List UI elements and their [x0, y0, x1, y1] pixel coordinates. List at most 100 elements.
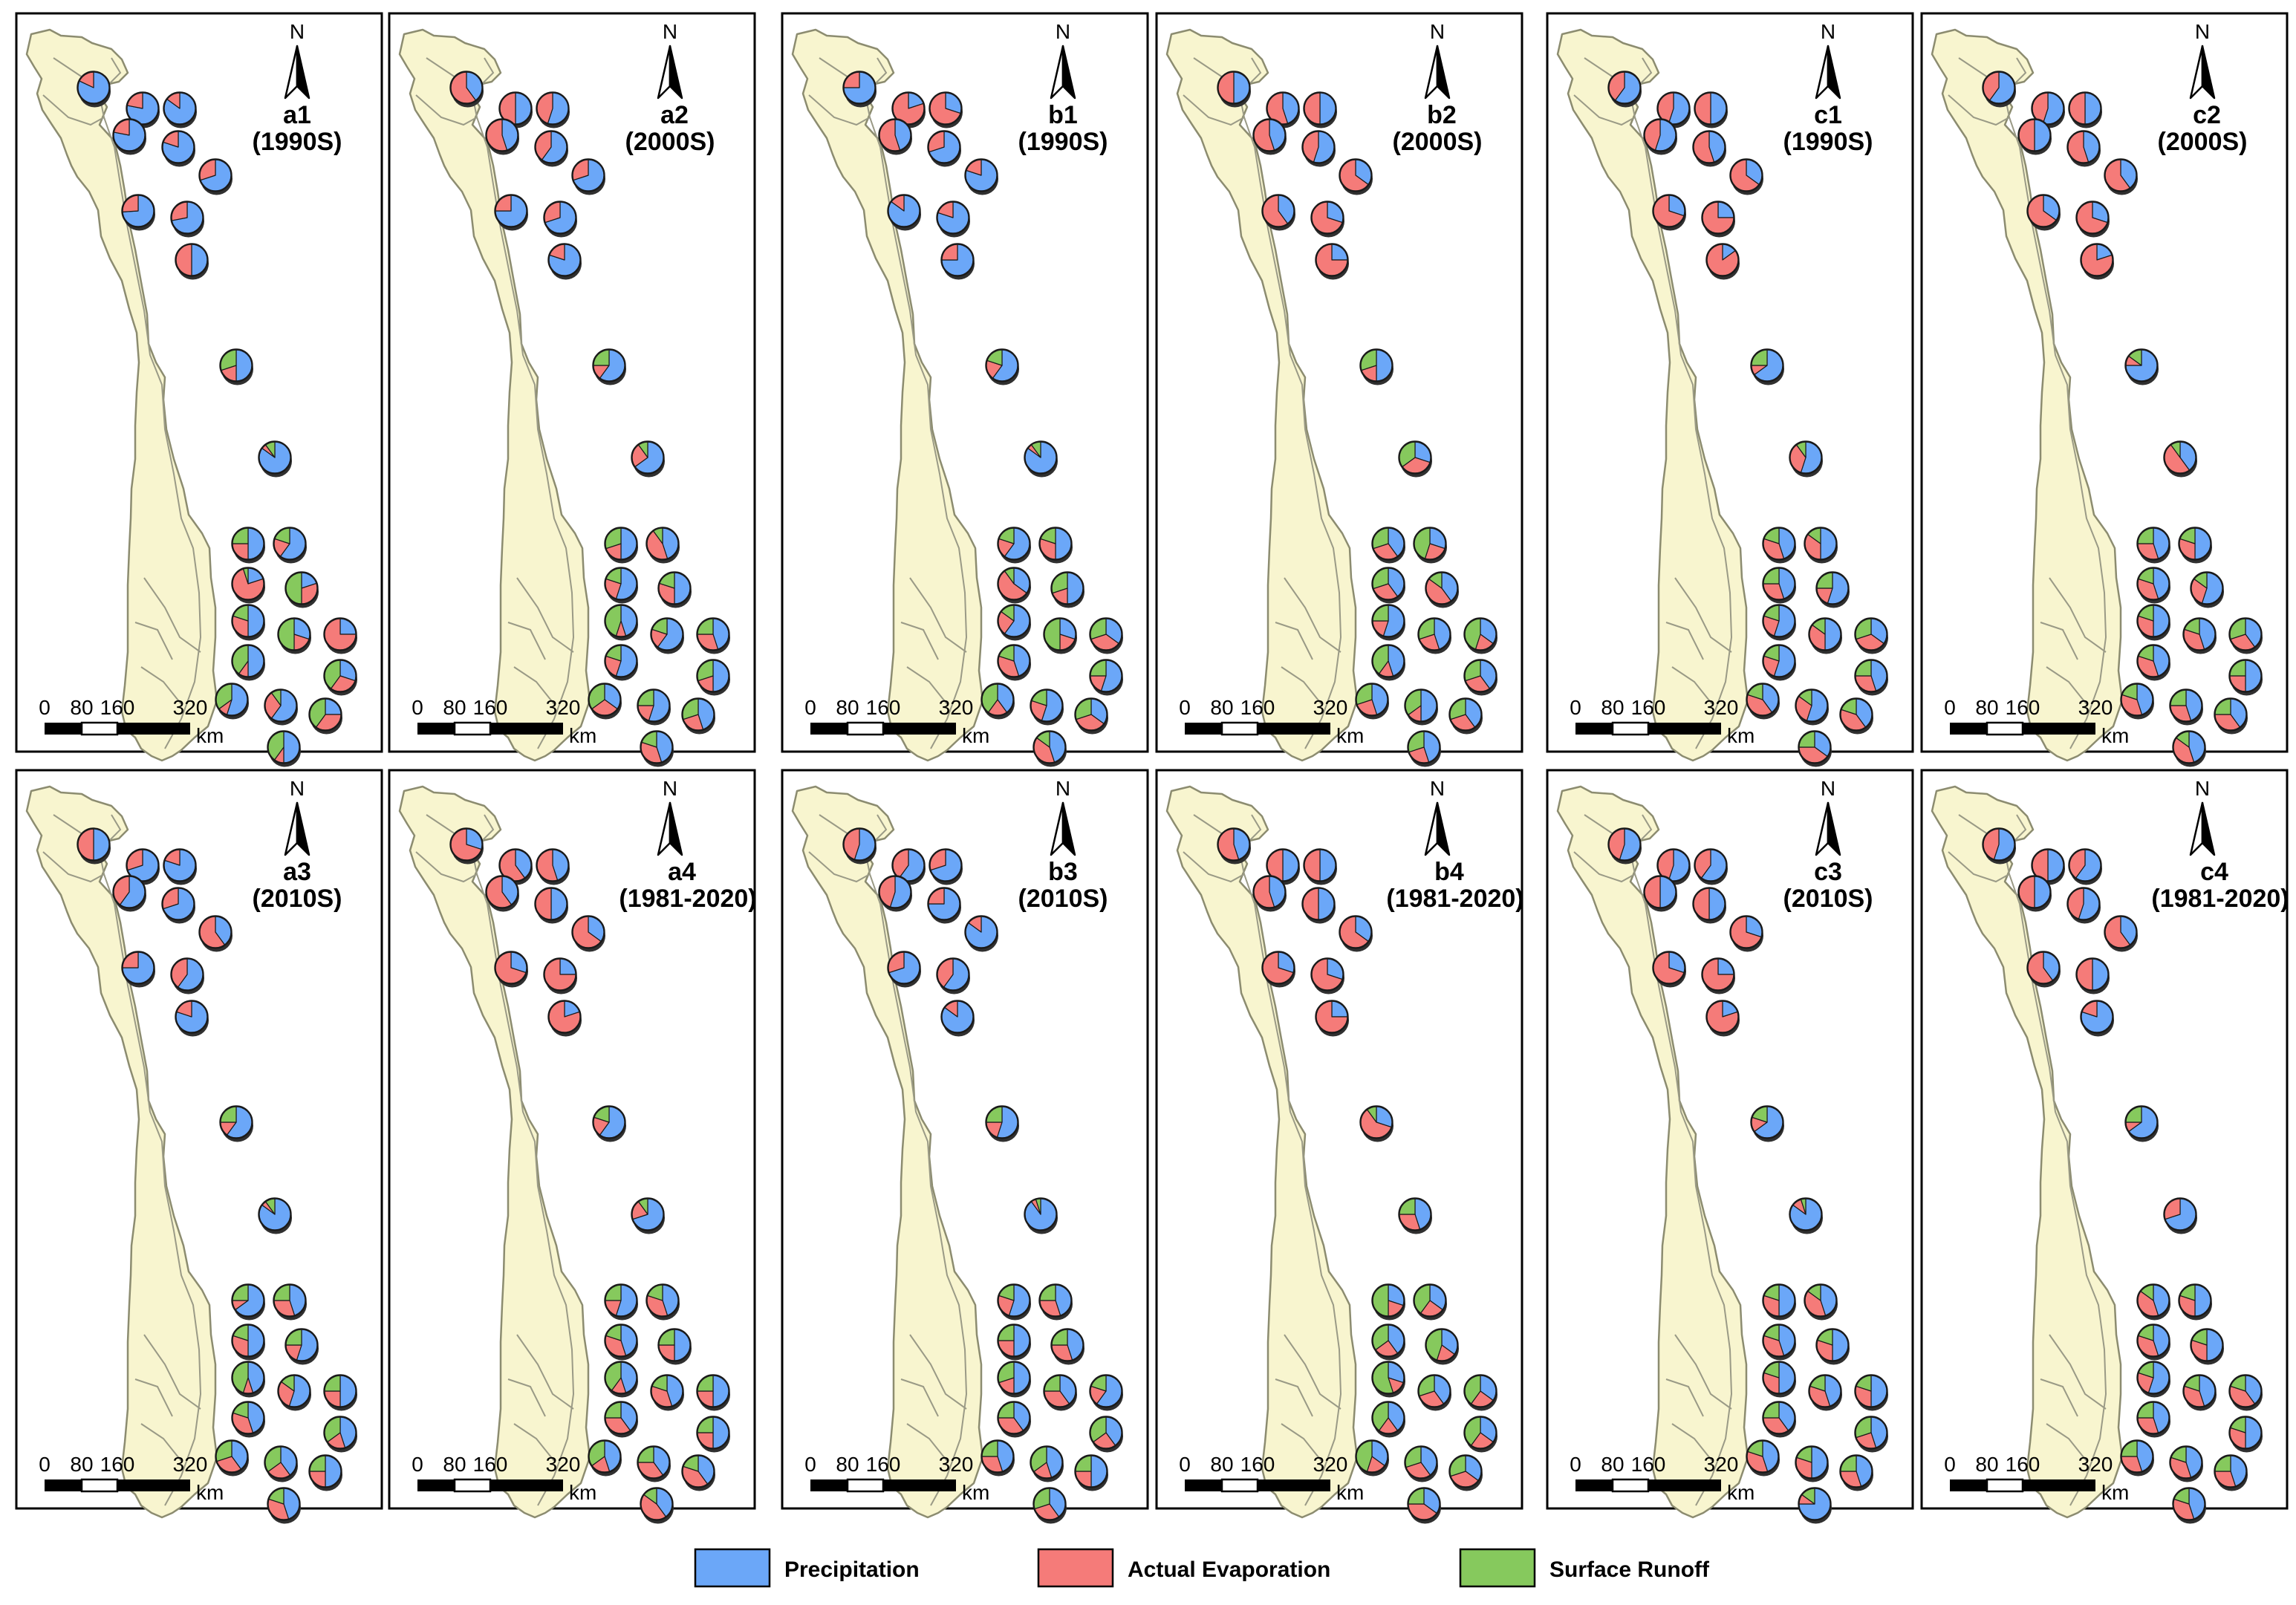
pie-chart: [2214, 697, 2248, 735]
pie-chart: [1261, 951, 1295, 988]
north-arrow-icon: N: [657, 777, 683, 856]
pie-outline: [2017, 875, 2052, 909]
scale-tick-label: 160: [1240, 696, 1275, 719]
pie-chart: [1404, 1445, 1438, 1482]
pie-chart: [1371, 567, 1405, 604]
pie-chart: [1413, 527, 1447, 564]
scale-segment: [45, 1479, 82, 1491]
pie-outline: [604, 1361, 638, 1395]
pie-outline: [936, 201, 970, 235]
north-arrow-icon: N: [284, 20, 310, 100]
pie-chart: [258, 1197, 292, 1234]
panel-period: (2000S): [1393, 128, 1483, 156]
panel-id: c3: [1814, 858, 1842, 886]
pie-outline: [161, 887, 195, 921]
pie-outline: [231, 644, 265, 678]
pie-chart: [1404, 688, 1438, 726]
panel-period: (2010S): [1018, 885, 1108, 913]
pie-chart: [1854, 659, 1888, 696]
pie-outline: [997, 567, 1031, 601]
pie-outline: [842, 71, 877, 105]
pie-outline: [1854, 1374, 1888, 1408]
panel-period: (2010S): [253, 885, 342, 913]
pie-outline: [449, 827, 484, 862]
pie-chart: [308, 1454, 342, 1491]
panel-period: (1990S): [253, 128, 342, 156]
pie-outline: [604, 1283, 638, 1318]
pie-chart: [547, 1000, 582, 1037]
pie-outline: [1310, 957, 1344, 992]
map-panel-c1: Nc1(1990S) 0 80 160 320 km: [1546, 12, 1914, 767]
pie-chart: [1762, 644, 1796, 681]
pie-outline: [1301, 887, 1336, 921]
north-arrow-icon: N: [1050, 777, 1076, 856]
pie-chart: [1789, 1197, 1823, 1234]
pie-chart: [308, 697, 342, 735]
pie-outline: [2136, 1361, 2170, 1395]
north-label: N: [290, 20, 305, 43]
pie-outline: [997, 604, 1031, 638]
pie-outline: [1301, 130, 1336, 164]
scale-segment: [1185, 723, 1222, 735]
pie-chart: [842, 827, 877, 865]
scale-tick-label: 80: [443, 1453, 466, 1476]
pie-outline: [696, 1416, 730, 1450]
pie-chart: [964, 915, 998, 952]
north-label: N: [1430, 20, 1445, 43]
pie-outline: [264, 688, 298, 723]
pie-outline: [284, 1328, 319, 1362]
scale-segment: [1648, 1479, 1721, 1491]
pie-chart: [323, 1416, 357, 1453]
pie-outline: [1746, 683, 1780, 717]
pie-chart: [1463, 1374, 1497, 1411]
pie-chart: [1607, 71, 1642, 108]
pie-chart: [650, 1374, 684, 1411]
pie-outline: [2228, 659, 2263, 693]
map-panel-c3: Nc3(2010S) 0 80 160 320 km: [1546, 769, 1914, 1524]
pie-chart: [1762, 1283, 1796, 1321]
pie-outline: [1694, 848, 1728, 882]
pie-chart: [2182, 1374, 2217, 1411]
scale-tick-label: 320: [939, 696, 974, 719]
pie-chart: [1694, 91, 1728, 128]
pie-chart: [534, 887, 568, 924]
pie-outline: [1074, 697, 1108, 732]
scale-tick-label: 160: [2006, 1453, 2040, 1476]
pie-outline: [1808, 617, 1842, 651]
pie-chart: [2169, 688, 2203, 726]
pie-outline: [887, 194, 921, 228]
north-arrow-icon: N: [1424, 777, 1451, 856]
pie-outline: [1463, 617, 1497, 651]
pie-chart: [1762, 567, 1796, 604]
pie-chart: [1303, 848, 1337, 885]
pie-outline: [1266, 91, 1300, 126]
pie-outline: [997, 1361, 1031, 1395]
pie-chart: [231, 644, 265, 681]
pie-chart: [258, 440, 292, 478]
pie-chart: [1252, 875, 1287, 912]
pie-chart: [1804, 527, 1838, 564]
pie-outline: [231, 1324, 265, 1358]
pie-outline: [2182, 1374, 2217, 1408]
pie-outline: [1261, 194, 1295, 228]
pie-outline: [1355, 683, 1389, 717]
scale-unit: km: [1336, 1481, 1364, 1504]
pie-chart: [112, 118, 146, 155]
scale-segment: [883, 1479, 956, 1491]
pie-chart: [1310, 957, 1344, 994]
pie-outline: [1404, 1445, 1438, 1479]
pie-chart: [571, 915, 605, 952]
pie-chart: [657, 1328, 692, 1365]
pie-outline: [657, 571, 692, 605]
pie-outline: [1261, 951, 1295, 985]
scale-segment: [453, 721, 492, 736]
pie-outline: [2017, 118, 2052, 152]
legend-label: Surface Runoff: [1549, 1557, 1710, 1582]
scale-segment: [1950, 1479, 1987, 1491]
pie-outline: [1425, 571, 1459, 605]
pie-outline: [891, 848, 926, 882]
pie-outline: [2163, 1197, 2197, 1231]
pie-outline: [1417, 1374, 1451, 1408]
pie-chart: [2066, 130, 2101, 167]
scale-unit: km: [569, 724, 596, 747]
